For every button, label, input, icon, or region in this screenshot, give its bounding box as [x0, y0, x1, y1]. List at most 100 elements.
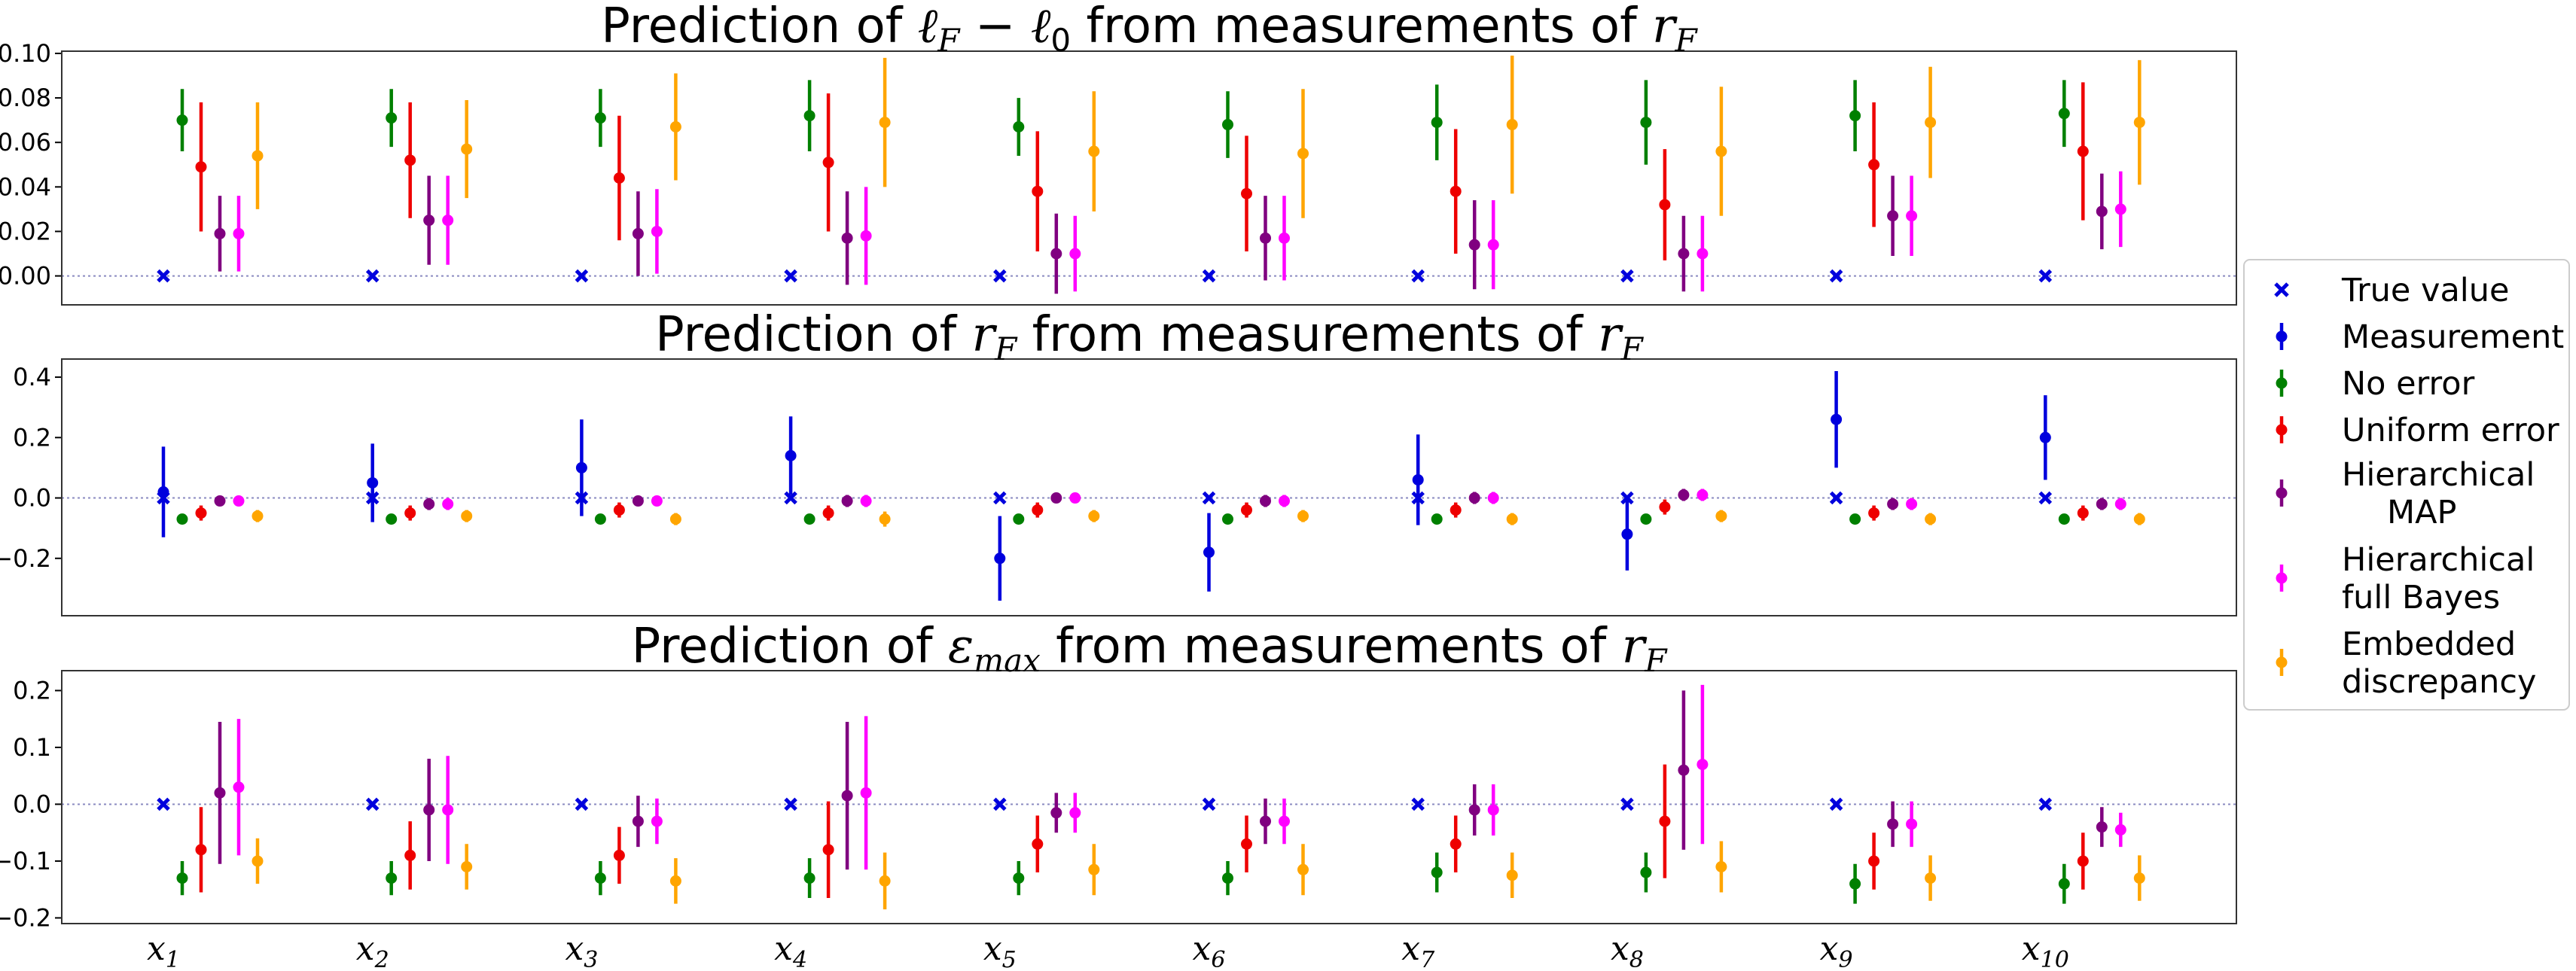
measurement-point — [1831, 413, 1843, 425]
no-error-point — [1013, 121, 1025, 133]
embedded-point — [669, 513, 681, 525]
hier-map-point — [1260, 495, 1271, 507]
true-value-marker — [784, 269, 797, 283]
true-value-marker — [1202, 491, 1216, 505]
uniform-point — [613, 172, 625, 184]
x-tick-label: x6 — [1193, 930, 1226, 971]
uniform-point — [404, 849, 416, 861]
panel-title-1: Prediction of ℓF − ℓ0 from measurements … — [601, 0, 1698, 59]
hier-bayes-point — [233, 781, 245, 793]
y-tick-label: −0.2 — [0, 544, 51, 573]
embedded-point — [1715, 510, 1727, 522]
embedded-point — [1297, 863, 1309, 875]
uniform-point — [404, 154, 416, 166]
true-value-marker — [1829, 269, 1843, 283]
panel-frame — [61, 358, 2237, 616]
measurement-point — [785, 449, 797, 461]
legend-box — [2243, 259, 2570, 711]
hier-bayes-point — [442, 215, 454, 227]
hier-bayes-point — [442, 804, 454, 816]
panel-3: −0.2 −0.1 0.0 0.1 0.2 — [0, 670, 2237, 932]
no-error-point — [1222, 872, 1233, 884]
y-tick-label: 0.2 — [13, 423, 51, 452]
uniform-point — [195, 161, 207, 173]
measurement-point — [1412, 473, 1424, 486]
hier-bayes-point — [2114, 823, 2126, 836]
embedded-point — [2133, 513, 2145, 525]
no-error-point — [803, 872, 815, 884]
true-value-marker — [1829, 491, 1843, 505]
y-tick-label: 0.2 — [13, 676, 51, 705]
hier-bayes-point — [233, 227, 245, 239]
no-error-point — [1640, 866, 1652, 878]
hier-bayes-point — [1487, 492, 1499, 504]
y-tick-label: 0.4 — [13, 363, 51, 391]
uniform-point — [404, 507, 416, 519]
hier-bayes-point — [1069, 807, 1081, 819]
embedded-point — [252, 510, 264, 522]
true-value-marker — [1411, 797, 1425, 811]
measurement-point — [367, 476, 379, 489]
embedded-point — [1925, 117, 1937, 129]
no-error-point — [386, 513, 398, 525]
no-error-point — [386, 872, 398, 884]
no-error-point — [1431, 866, 1443, 878]
no-error-point — [594, 872, 606, 884]
hier-map-point — [1678, 248, 1690, 260]
no-error-point — [386, 112, 398, 124]
embedded-point — [1297, 148, 1309, 160]
true-value-marker — [1202, 797, 1216, 811]
legend-marker-no-error — [2276, 377, 2288, 389]
embedded-point — [1925, 872, 1937, 884]
legend-label-embedded: discrepancy — [2342, 663, 2536, 701]
y-tick-label: 0.10 — [0, 39, 51, 68]
embedded-point — [879, 875, 891, 887]
panel-frame — [61, 670, 2237, 924]
hier-map-point — [632, 495, 644, 507]
uniform-point — [1450, 838, 1462, 850]
hier-bayes-point — [1279, 495, 1290, 507]
uniform-point — [1450, 504, 1462, 516]
measurement-point — [1621, 528, 1633, 540]
hier-bayes-point — [860, 230, 872, 242]
no-error-point — [2058, 878, 2070, 890]
embedded-point — [879, 513, 891, 525]
no-error-point — [594, 513, 606, 525]
no-error-point — [176, 513, 188, 525]
panel-title-2: Prediction of rF from measurements of rF — [655, 307, 1645, 367]
legend-marker-embedded — [2276, 656, 2288, 668]
hier-bayes-point — [1906, 818, 1918, 830]
embedded-point — [2133, 117, 2145, 129]
hier-bayes-point — [860, 787, 872, 799]
no-error-point — [1013, 513, 1025, 525]
x-tick-label: x3 — [565, 930, 598, 971]
legend-label-true-value: True value — [2341, 272, 2509, 309]
measurement-point — [994, 552, 1006, 565]
uniform-point — [1032, 504, 1044, 516]
embedded-point — [1506, 869, 1518, 881]
embedded-point — [1088, 863, 1100, 875]
y-tick-label: 0.08 — [0, 84, 51, 112]
no-error-point — [594, 112, 606, 124]
hier-bayes-point — [2114, 498, 2126, 510]
true-value-marker — [365, 269, 380, 283]
true-value-marker — [1829, 797, 1843, 811]
hier-map-point — [841, 495, 853, 507]
embedded-point — [669, 121, 681, 133]
y-tick-label: 0.0 — [13, 484, 51, 513]
legend-label-hier-map: MAP — [2387, 494, 2456, 531]
no-error-point — [1431, 117, 1443, 129]
embedded-point — [461, 510, 473, 522]
y-tick-label: −0.1 — [0, 847, 51, 875]
embedded-point — [1088, 510, 1100, 522]
hier-bayes-point — [860, 495, 872, 507]
no-error-point — [1222, 513, 1233, 525]
uniform-point — [2077, 855, 2089, 867]
true-value-marker — [993, 269, 1007, 283]
true-value-marker — [993, 491, 1007, 505]
embedded-point — [461, 860, 473, 872]
hier-map-point — [1468, 492, 1480, 504]
panel-1: 0.00 0.02 0.04 0.06 0.08 0.10 — [0, 39, 2237, 306]
hier-map-point — [632, 227, 644, 239]
